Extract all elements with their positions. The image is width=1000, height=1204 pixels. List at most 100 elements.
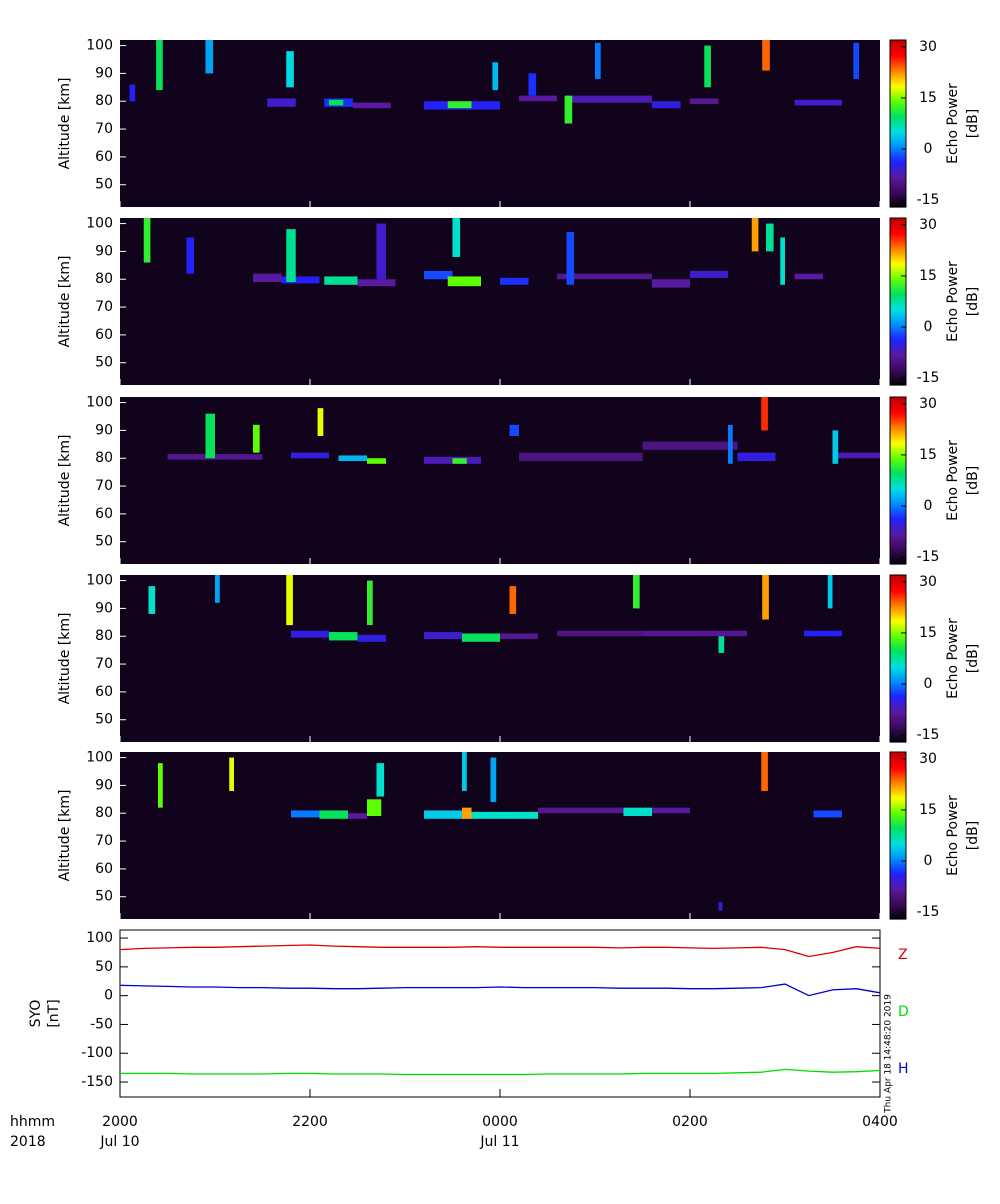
- series-line: [119, 983, 881, 997]
- colorbar-slice: [890, 668, 906, 672]
- colorbar-slice: [890, 101, 906, 105]
- colorbar-slice: [890, 69, 906, 73]
- colorbar-slice: [890, 406, 906, 410]
- echo-layer: [129, 40, 860, 124]
- echo-cell: [205, 413, 215, 459]
- echo-cell: [447, 101, 472, 109]
- colorbar-slice: [890, 714, 906, 717]
- colorbar-slice: [890, 578, 906, 582]
- echo-cell: [490, 757, 497, 803]
- colorbar-slice: [890, 263, 906, 267]
- colorbar-slice: [890, 502, 906, 505]
- echo-cell: [595, 42, 601, 79]
- y-tick-label: 100: [86, 216, 113, 232]
- colorbar-slice: [890, 349, 906, 352]
- colorbar-slice: [890, 203, 906, 206]
- colorbar-slice: [890, 85, 906, 89]
- colorbar-slice: [890, 133, 906, 137]
- colorbar-slice: [890, 528, 906, 531]
- colorbar-slice: [890, 53, 906, 57]
- colorbar-slice: [890, 761, 906, 765]
- colorbar-slice: [890, 821, 906, 825]
- colorbar-tick-label: 0: [924, 319, 933, 335]
- colorbar-slice: [890, 879, 906, 882]
- colorbar-slice: [890, 432, 906, 436]
- colorbar-slice: [890, 893, 906, 896]
- colorbar-slice: [890, 430, 906, 434]
- y-axis-label: Altitude [km]: [57, 435, 73, 527]
- y-tick-label: 90: [95, 243, 113, 259]
- colorbar-slice: [890, 672, 906, 676]
- y-tick-label: 50: [95, 177, 113, 193]
- colorbar-slice: [890, 690, 906, 693]
- y-tick-label: 70: [95, 121, 113, 137]
- echo-cell: [462, 633, 500, 642]
- colorbar-slice: [890, 181, 906, 184]
- colorbar-slice: [890, 187, 906, 190]
- y-tick-label: 50: [95, 534, 113, 550]
- colorbar-slice: [890, 638, 906, 642]
- colorbar-slice: [890, 498, 906, 501]
- colorbar-slice: [890, 197, 906, 200]
- colorbar-slice: [890, 293, 906, 297]
- colorbar-slice: [890, 692, 906, 695]
- colorbar-slice: [890, 797, 906, 801]
- echo-cell: [253, 424, 260, 453]
- colorbar-slice: [890, 402, 906, 406]
- echo-cell: [367, 580, 373, 626]
- colorbar-slice: [890, 632, 906, 636]
- colorbar-slice: [890, 295, 906, 299]
- colorbar-tick-label: 15: [919, 90, 937, 106]
- y-axis-label: SYO: [28, 1000, 44, 1028]
- colorbar-slice: [890, 851, 906, 854]
- colorbar-slice: [890, 253, 906, 257]
- colorbar-slice: [890, 542, 906, 545]
- echo-cell: [317, 408, 324, 436]
- colorbar-slice: [890, 650, 906, 654]
- colorbar-slice: [890, 143, 906, 146]
- colorbar-slice: [890, 171, 906, 174]
- colorbar-slice: [890, 127, 906, 131]
- echo-cell: [329, 632, 358, 641]
- colorbar-slice: [890, 861, 906, 864]
- colorbar-slice: [890, 97, 906, 101]
- colorbar-slice: [890, 456, 906, 460]
- colorbar-slice: [890, 444, 906, 448]
- colorbar-slice: [890, 95, 906, 99]
- echo-cell: [853, 42, 860, 79]
- colorbar-slice: [890, 291, 906, 295]
- colorbar-slice: [890, 664, 906, 668]
- echo-cell: [652, 101, 681, 109]
- colorbar-slice: [890, 592, 906, 596]
- legend-label: Z: [898, 947, 908, 963]
- colorbar-slice: [890, 831, 906, 835]
- echo-cell: [367, 458, 386, 464]
- colorbar-slice: [890, 277, 906, 281]
- echo-cell: [762, 40, 770, 71]
- y-axis-label: [nT]: [46, 999, 62, 1027]
- colorbar-slice: [890, 626, 906, 630]
- echo-cell: [566, 95, 652, 103]
- colorbar-slice: [890, 917, 906, 920]
- colorbar-frame: [889, 217, 907, 386]
- colorbar-slice: [890, 179, 906, 182]
- colorbar-tick-label: -15: [917, 904, 940, 920]
- y-tick-label: 90: [95, 65, 113, 81]
- colorbar-slice: [890, 195, 906, 198]
- colorbar-slice: [890, 805, 906, 809]
- colorbar-slice: [890, 720, 906, 723]
- colorbar-slice: [890, 333, 906, 336]
- colorbar-slice: [890, 496, 906, 499]
- colorbar-slice: [890, 229, 906, 233]
- colorbar-slice: [890, 137, 906, 141]
- colorbar-slice: [890, 901, 906, 904]
- colorbar-slice: [890, 93, 906, 97]
- colorbar-slice: [890, 648, 906, 652]
- echo-cell: [500, 633, 538, 640]
- colorbar-slice: [890, 47, 906, 51]
- colorbar-slice: [890, 442, 906, 446]
- colorbar-slice: [890, 365, 906, 368]
- echo-cell: [690, 98, 719, 105]
- colorbar-slice: [890, 183, 906, 186]
- echo-layer: [158, 752, 842, 911]
